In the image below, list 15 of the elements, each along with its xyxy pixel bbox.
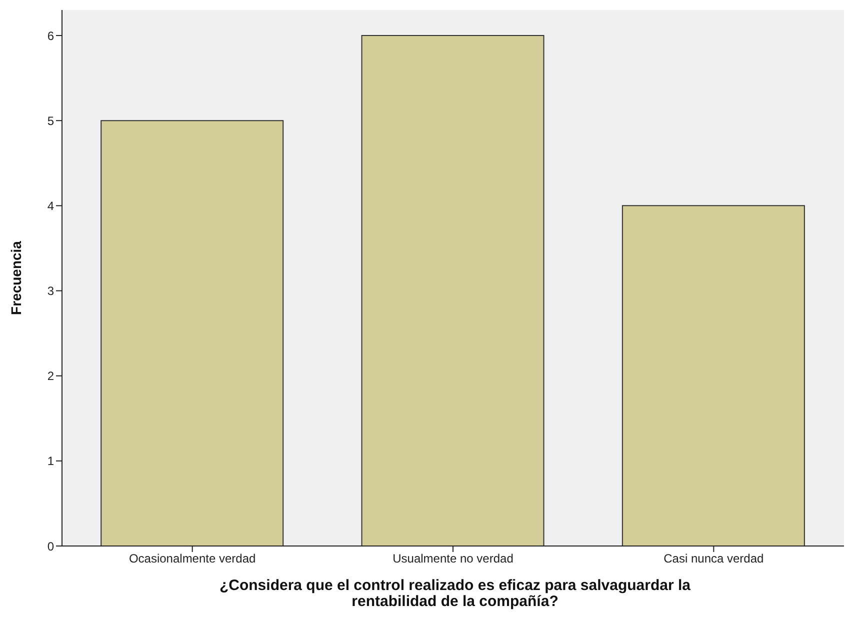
y-tick-label: 2	[47, 369, 54, 384]
y-tick-label: 0	[47, 539, 54, 554]
x-tick-label: Usualmente no verdad	[392, 552, 514, 566]
bar	[100, 120, 284, 546]
y-tick-label: 3	[47, 284, 54, 298]
x-axis-title: ¿Considera que el control realizado es eficaz para salvaguardar la rentabilidad de la compañía?	[218, 577, 692, 610]
x-tick-label: Casi nunca verdad	[664, 552, 764, 566]
y-tick-label: 5	[47, 114, 54, 128]
y-tick-label: 1	[47, 454, 54, 468]
y-tick-label: 6	[47, 28, 54, 43]
bar	[622, 205, 805, 546]
y-tick-label: 4	[47, 198, 54, 213]
bar	[361, 35, 544, 546]
y-axis-title: Frecuencia	[8, 240, 24, 315]
x-tick-label: Ocasionalmente verdad	[128, 552, 256, 566]
